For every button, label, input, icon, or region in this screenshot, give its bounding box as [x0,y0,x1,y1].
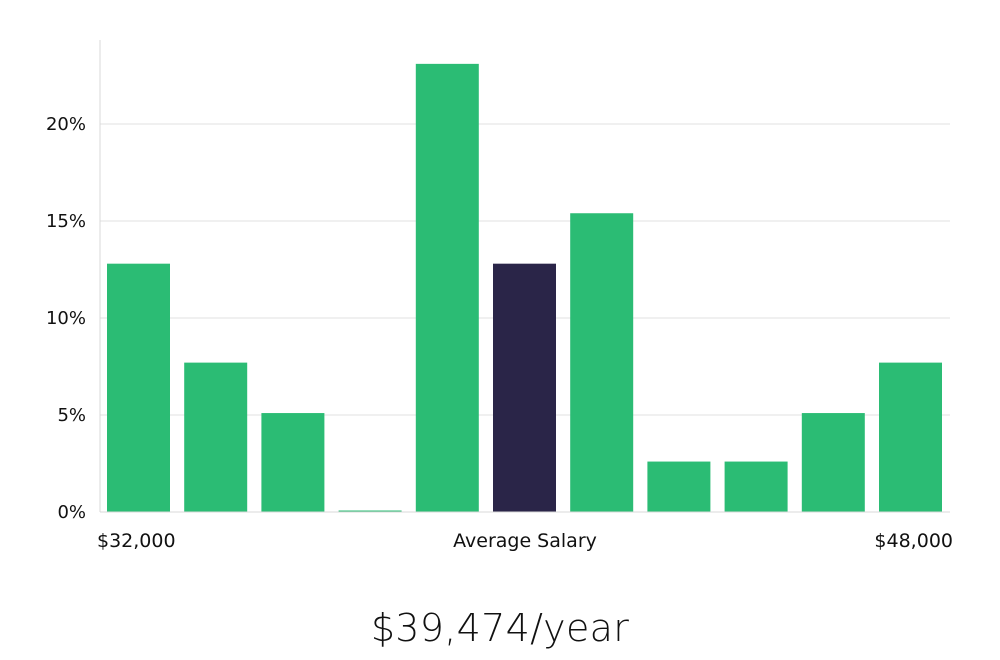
bar-9 [801,413,865,512]
y-tick-label-20: 20% [46,114,86,135]
y-tick-label-15: 15% [46,211,86,232]
axis-layer: 0% 5% 10% 15% 20% [46,40,950,523]
bar-7 [647,461,711,512]
x-axis-min-label: $32,000 [97,530,176,552]
bar-8 [724,461,788,512]
y-tick-label-5: 5% [57,405,86,426]
bar-10 [879,362,942,512]
bar-highlight [493,263,556,512]
salary-distribution-chart: 0% 5% 10% 15% 20% $32,000 Average Salary $48… [46,40,953,552]
y-tick-label-10: 10% [46,308,86,329]
x-axis-max-label: $48,000 [874,530,953,552]
bar-1 [184,362,248,512]
average-salary-value: $39,474/year [370,606,630,650]
bar-4 [415,63,479,513]
x-axis-title: Average Salary [453,530,597,552]
bars-layer [107,63,942,513]
bar-0 [107,263,170,512]
bar-6 [570,213,634,513]
y-tick-label-0: 0% [57,502,86,523]
bar-3 [338,510,402,512]
bar-2 [261,413,325,512]
